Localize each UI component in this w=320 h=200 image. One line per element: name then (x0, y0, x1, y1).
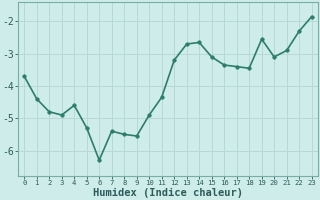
X-axis label: Humidex (Indice chaleur): Humidex (Indice chaleur) (93, 188, 243, 198)
